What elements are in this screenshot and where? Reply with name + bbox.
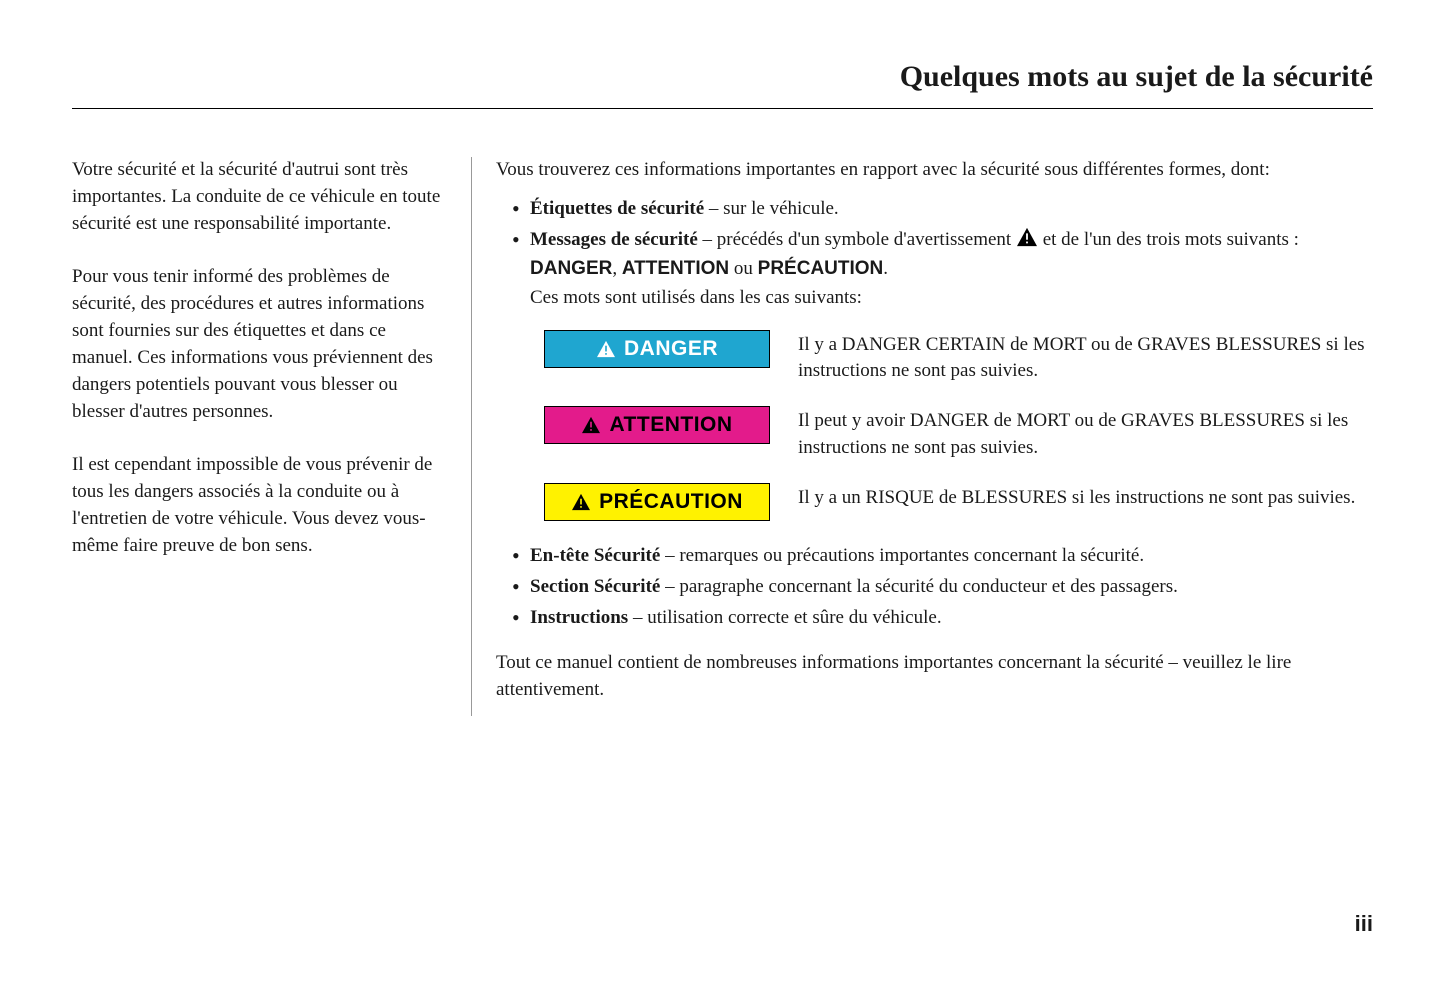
precaution-label-box: PRÉCAUTION xyxy=(544,483,770,521)
bullet-rest: – utilisation correcte et sûre du véhicu… xyxy=(628,607,941,628)
signal-word: DANGER xyxy=(530,258,612,279)
warning-icon xyxy=(596,340,616,358)
left-paragraph-1: Votre sécurité et la sécurité d'autrui s… xyxy=(72,157,447,238)
precaution-description: Il y a un RISQUE de BLESSURES si les ins… xyxy=(798,483,1355,511)
bullet-messages: Messages de sécurité – précédés d'un sym… xyxy=(512,227,1373,312)
bullet-text: – précédés d'un symbole d'avertissement xyxy=(698,229,1016,250)
bullet-entete: En-tête Sécurité – remarques ou précauti… xyxy=(512,543,1373,570)
danger-label-box: DANGER xyxy=(544,330,770,368)
header-title: Quelques mots au sujet de la sécurité xyxy=(900,60,1373,93)
label-text: PRÉCAUTION xyxy=(599,487,743,517)
bullet-list-top: Étiquettes de sécurité – sur le véhicule… xyxy=(496,196,1373,312)
left-column: Votre sécurité et la sécurité d'autrui s… xyxy=(72,157,472,716)
bullet-etiquettes: Étiquettes de sécurité – sur le véhicule… xyxy=(512,196,1373,223)
bullet-instructions: Instructions – utilisation correcte et s… xyxy=(512,605,1373,632)
closing-paragraph: Tout ce manuel contient de nombreuses in… xyxy=(496,650,1373,704)
signal-word: ATTENTION xyxy=(622,258,729,279)
end: . xyxy=(883,258,888,279)
bullet-subline: Ces mots sont utilisés dans les cas suiv… xyxy=(530,285,1373,312)
label-text: DANGER xyxy=(624,334,718,364)
label-row-danger: DANGER Il y a DANGER CERTAIN de MORT ou … xyxy=(544,330,1373,384)
bullet-bold: En-tête Sécurité xyxy=(530,545,660,566)
page-header: Quelques mots au sujet de la sécurité xyxy=(72,60,1373,109)
left-paragraph-3: Il est cependant impossible de vous prév… xyxy=(72,452,447,560)
page-number: iii xyxy=(1355,911,1373,937)
label-row-attention: ATTENTION Il peut y avoir DANGER de MORT… xyxy=(544,406,1373,460)
warning-icon xyxy=(1016,227,1038,256)
bullet-bold: Instructions xyxy=(530,607,628,628)
bullet-section: Section Sécurité – paragraphe concernant… xyxy=(512,574,1373,601)
right-column: Vous trouverez ces informations importan… xyxy=(472,157,1373,716)
content-columns: Votre sécurité et la sécurité d'autrui s… xyxy=(72,157,1373,716)
warning-icon xyxy=(581,416,601,434)
sep: , xyxy=(612,258,622,279)
attention-label-box: ATTENTION xyxy=(544,406,770,444)
bullet-rest: – remarques ou précautions importantes c… xyxy=(660,545,1144,566)
bullet-list-bottom: En-tête Sécurité – remarques ou précauti… xyxy=(496,543,1373,632)
bullet-bold: Étiquettes de sécurité xyxy=(530,198,704,219)
sep: ou xyxy=(729,258,758,279)
attention-description: Il peut y avoir DANGER de MORT ou de GRA… xyxy=(798,406,1373,460)
right-intro: Vous trouverez ces informations importan… xyxy=(496,157,1373,184)
left-paragraph-2: Pour vous tenir informé des problèmes de… xyxy=(72,264,447,426)
bullet-text: et de l'un des trois mots suivants : xyxy=(1043,229,1299,250)
signal-word: PRÉCAUTION xyxy=(758,258,884,279)
label-text: ATTENTION xyxy=(609,410,732,440)
bullet-bold: Section Sécurité xyxy=(530,576,660,597)
bullet-rest: – sur le véhicule. xyxy=(704,198,839,219)
bullet-bold: Messages de sécurité xyxy=(530,229,698,250)
signal-labels-block: DANGER Il y a DANGER CERTAIN de MORT ou … xyxy=(496,330,1373,521)
bullet-rest: – paragraphe concernant la sécurité du c… xyxy=(660,576,1178,597)
label-row-precaution: PRÉCAUTION Il y a un RISQUE de BLESSURES… xyxy=(544,483,1373,521)
warning-icon xyxy=(571,493,591,511)
danger-description: Il y a DANGER CERTAIN de MORT ou de GRAV… xyxy=(798,330,1373,384)
